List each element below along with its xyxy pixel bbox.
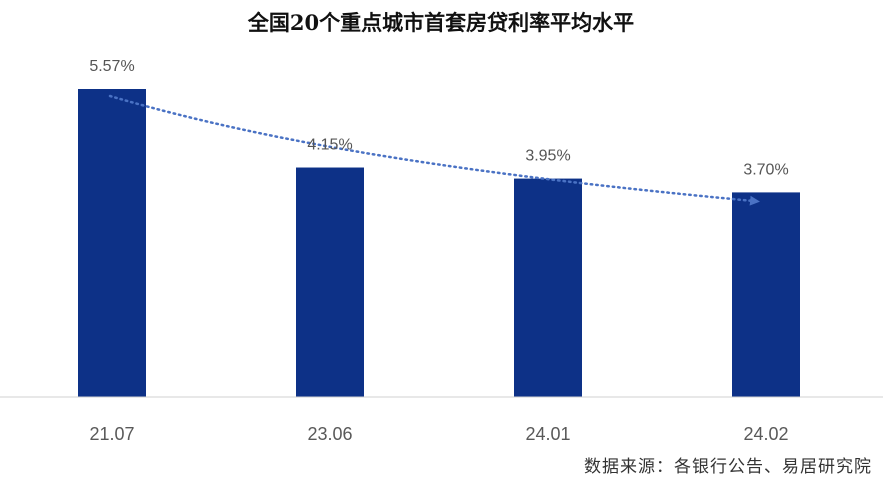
bar-24.01 (514, 178, 582, 397)
data-label-24.01: 3.95% (525, 148, 570, 165)
bar-21.07 (78, 89, 146, 397)
data-labels-layer: 5.57% 4.15% 3.95% 3.70% (89, 58, 788, 178)
x-tick-label-24.01: 24.01 (525, 424, 570, 444)
data-label-23.06: 4.15% (307, 137, 352, 154)
x-tick-label-21.07: 21.07 (89, 424, 134, 444)
trend-line (108, 94, 760, 206)
bar-24.02 (732, 192, 800, 397)
bars-layer (78, 89, 800, 397)
bar-23.06 (296, 167, 364, 397)
x-tick-labels-layer: 21.07 23.06 24.01 24.02 (89, 424, 788, 444)
source-note: 数据来源：各银行公告、易居研究院 (584, 457, 872, 477)
data-label-24.02: 3.70% (743, 161, 788, 178)
data-label-21.07: 5.57% (89, 58, 134, 75)
x-tick-label-24.02: 24.02 (743, 424, 788, 444)
chart-title: 全国20个重点城市首套房贷利率平均水平 (247, 10, 634, 35)
x-tick-label-23.06: 23.06 (307, 424, 352, 444)
